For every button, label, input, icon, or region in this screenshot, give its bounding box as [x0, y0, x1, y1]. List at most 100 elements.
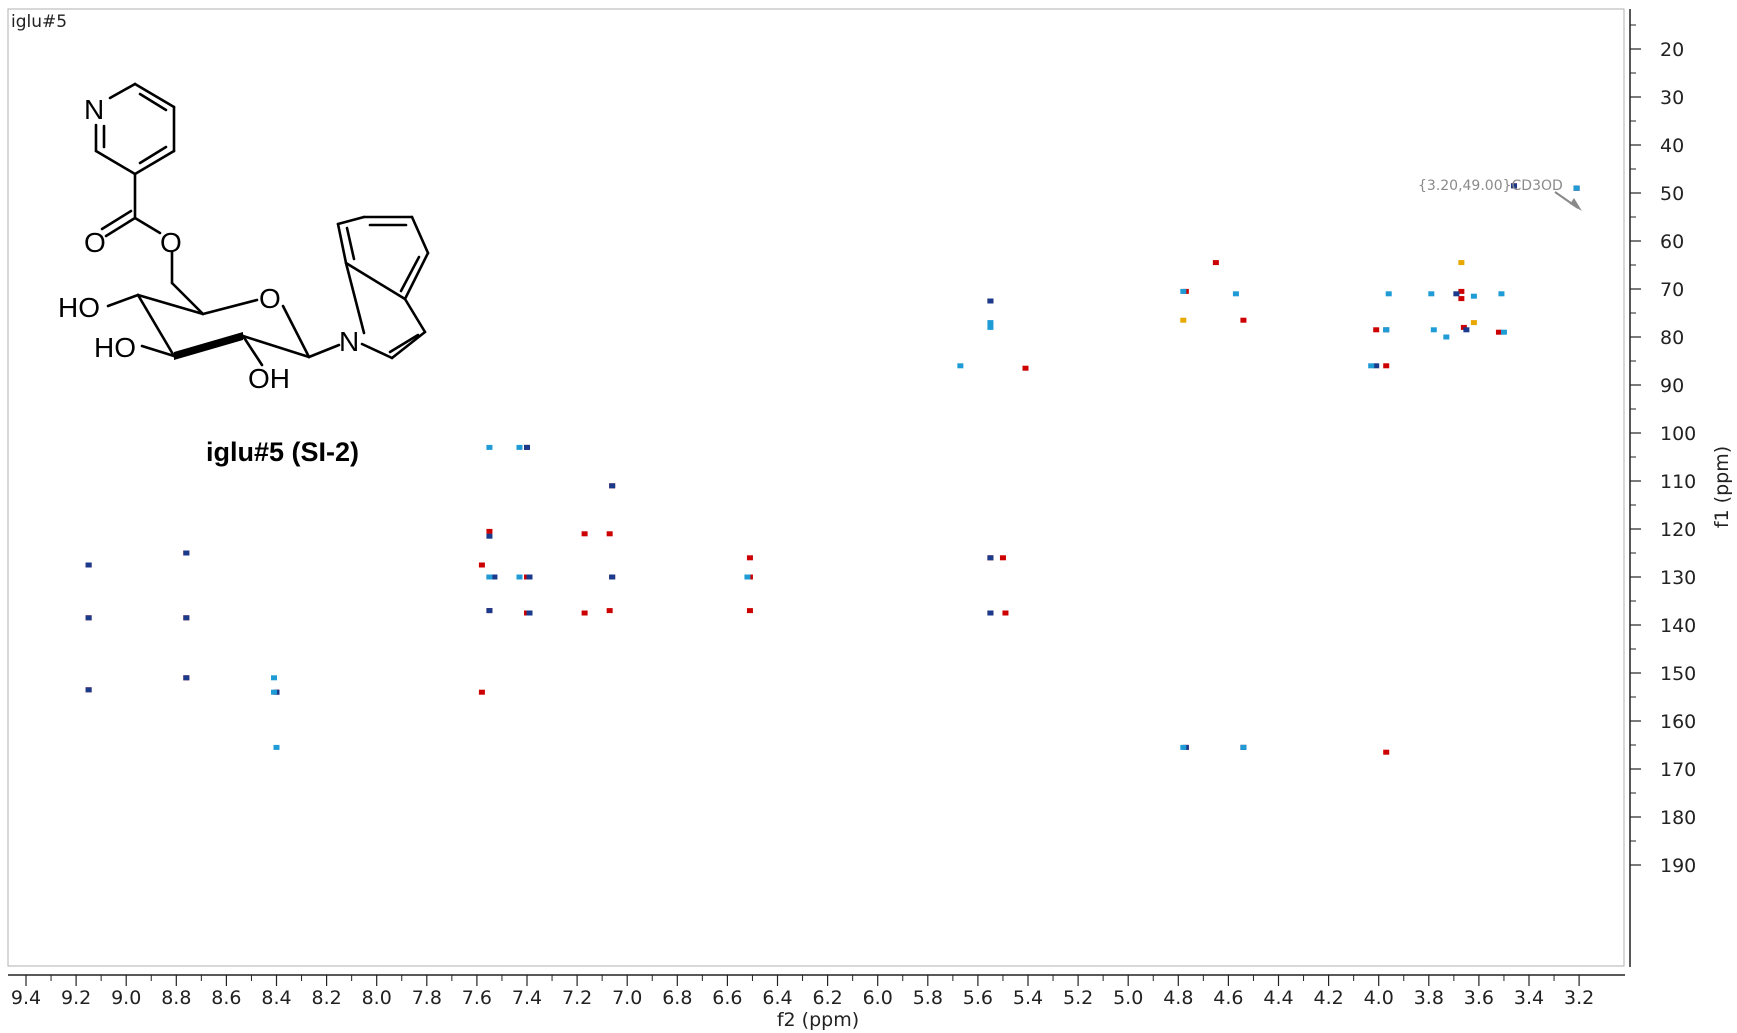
peak-mark	[486, 444, 493, 450]
y-tick-label: 20	[1660, 39, 1684, 61]
peak-mark	[273, 744, 280, 750]
bond	[281, 304, 311, 359]
chemical-structure	[94, 82, 430, 367]
bond-inner	[138, 145, 168, 165]
atom-n-indole: N	[339, 326, 359, 357]
peak-mark	[1573, 185, 1580, 191]
peak-mark	[1470, 320, 1477, 326]
x-tick-label: 8.6	[211, 987, 241, 1009]
x-tick-label: 5.6	[963, 987, 993, 1009]
y-tick-label: 30	[1660, 87, 1684, 109]
y-tick-label: 60	[1660, 231, 1684, 253]
plot-label: iglu#5	[11, 12, 67, 32]
peak-mark	[1498, 291, 1505, 297]
bond	[106, 293, 140, 308]
x-tick-label: 4.6	[1213, 987, 1243, 1009]
x-tick-label: 5.4	[1013, 987, 1043, 1009]
peak-mark	[1373, 363, 1380, 369]
solvent-annotation-label: {3.20,49.00}CD3OD	[1418, 178, 1563, 194]
x-tick-label: 9.2	[61, 987, 91, 1009]
x-tick-label: 3.4	[1514, 987, 1544, 1009]
peak-mark	[957, 363, 964, 369]
peak-mark	[516, 444, 523, 450]
bond	[307, 343, 341, 359]
peak-mark	[1180, 317, 1187, 323]
peak-mark	[516, 574, 523, 580]
group-ho-2: HO	[94, 332, 136, 363]
peak-mark	[486, 608, 493, 614]
peak-mark	[987, 324, 994, 330]
x-tick-label: 7.2	[562, 987, 592, 1009]
bond	[94, 149, 137, 176]
wedge-bond	[174, 332, 243, 360]
peak-mark	[1383, 327, 1390, 333]
y-tick-label: 40	[1660, 135, 1684, 157]
peak-mark	[1510, 183, 1517, 189]
y-axis: 20 30 40 50 60 70 80 90 100 110 120 130 140 150 160 170…	[1629, 9, 1696, 967]
bond	[133, 149, 176, 176]
x-tick-label: 5.8	[913, 987, 943, 1009]
peak-mark	[609, 574, 616, 580]
y-tick-label: 110	[1660, 471, 1696, 493]
solvent-annotation: {3.20,49.00}CD3OD	[1418, 178, 1582, 211]
x-axis-title: f2 (ppm)	[777, 1009, 859, 1031]
x-tick-label: 8.0	[362, 987, 392, 1009]
x-tick-label: 8.2	[311, 987, 341, 1009]
y-axis-title: f1 (ppm)	[1711, 446, 1733, 528]
bond	[136, 293, 205, 316]
bond	[170, 281, 205, 316]
x-tick-label: 4.0	[1364, 987, 1394, 1009]
peak-mark	[183, 675, 190, 681]
structure-caption: iglu#5 (SI-2)	[206, 437, 359, 467]
y-tick-label: 150	[1660, 663, 1696, 685]
x-tick-label: 4.8	[1163, 987, 1193, 1009]
peak-mark	[486, 574, 493, 580]
x-tick-label: 6.2	[812, 987, 842, 1009]
peak-mark	[486, 528, 493, 534]
peak-mark	[1500, 329, 1507, 335]
bond	[403, 251, 430, 301]
y-tick-label: 190	[1660, 855, 1696, 877]
peak-mark	[1458, 260, 1465, 266]
peak-mark	[1495, 329, 1502, 335]
bond-inner	[138, 92, 168, 112]
x-tick-label: 7.4	[512, 987, 542, 1009]
bond	[201, 298, 259, 316]
peak-mark	[1383, 749, 1390, 755]
y-tick-label: 70	[1660, 279, 1684, 301]
atom-o-ring: O	[259, 283, 281, 314]
bond	[108, 82, 137, 100]
x-tick-label: 3.2	[1564, 987, 1594, 1009]
peak-mark	[1430, 327, 1437, 333]
peak-mark	[85, 615, 92, 621]
peak-mark	[581, 610, 588, 616]
peak-mark	[524, 444, 530, 450]
x-tick-label: 6.8	[662, 987, 692, 1009]
peak-mark	[1180, 744, 1187, 750]
peak-mark	[270, 675, 277, 681]
x-tick-label: 7.8	[412, 987, 442, 1009]
atom-o-ester: O	[160, 227, 182, 258]
bond	[241, 334, 264, 367]
x-tick-label: 7.0	[612, 987, 642, 1009]
bond	[336, 215, 366, 226]
peak-mark	[999, 555, 1006, 561]
x-tick-label: 6.4	[762, 987, 792, 1009]
y-tick-label: 120	[1660, 519, 1696, 541]
atom-n-pyridine: N	[84, 94, 104, 125]
annotation-arrowhead	[1570, 198, 1582, 211]
x-tick-label: 4.2	[1313, 987, 1343, 1009]
bond	[133, 216, 162, 235]
y-tick-label: 180	[1660, 807, 1696, 829]
peak-mark	[1022, 365, 1029, 371]
y-tick-label: 160	[1660, 711, 1696, 733]
peak-mark	[1002, 610, 1009, 616]
peak-mark	[1373, 327, 1380, 333]
bond	[336, 222, 348, 265]
peak-mark	[1443, 334, 1450, 340]
bond	[360, 342, 394, 360]
bond	[100, 209, 133, 231]
peak-mark	[526, 574, 533, 580]
x-tick-label: 8.4	[261, 987, 291, 1009]
